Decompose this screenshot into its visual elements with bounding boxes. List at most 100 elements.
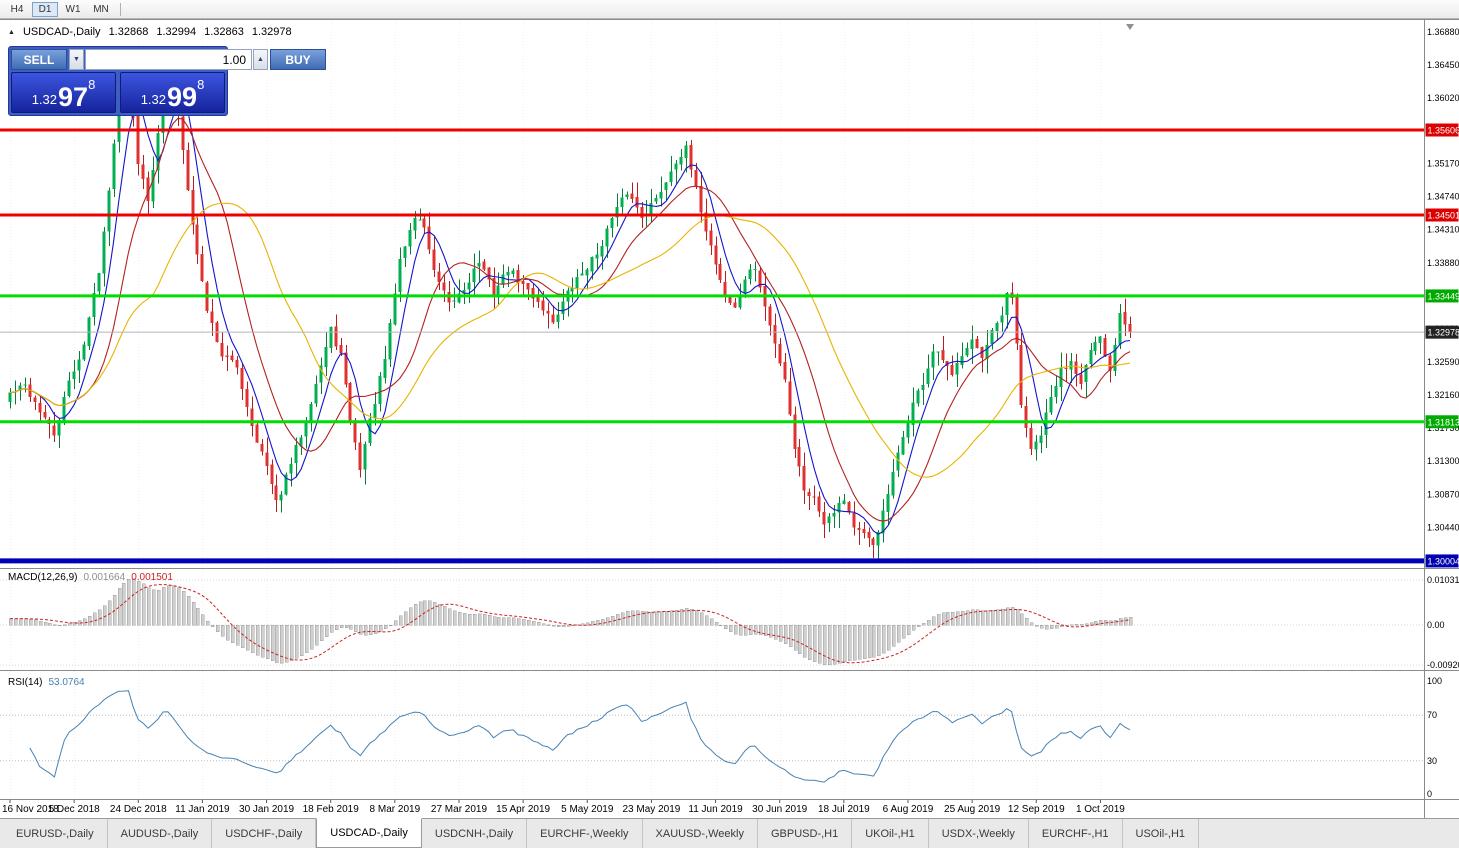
ma-line-6 [9,98,1131,535]
rsi-panel [0,690,1424,783]
svg-text:6 Aug 2019: 6 Aug 2019 [883,804,934,815]
chart-tab-ukoil-h1[interactable]: UKOil-,H1 [852,819,929,848]
rsi-name: RSI(14) [8,677,43,688]
buy-button[interactable]: BUY [270,49,326,70]
rsi-label: RSI(14) 53.0764 [8,677,85,688]
chart-tab-eurusd-daily[interactable]: EURUSD-,Daily [3,819,108,848]
chart-tab-usoil-h1[interactable]: USOil-,H1 [1123,819,1200,848]
resistance-price-badge [1425,208,1459,222]
chart-background [0,19,1459,818]
chart-tab-eurchf-h1[interactable]: EURCHF-,H1 [1029,819,1123,848]
chart-shift-marker-icon [1126,24,1135,30]
quote-high: 1.32994 [156,26,197,38]
svg-text:5 May 2019: 5 May 2019 [561,804,614,815]
volume-input[interactable] [85,49,252,70]
svg-text:18 Jul 2019: 18 Jul 2019 [818,804,870,815]
timeframe-button-d1[interactable]: D1 [32,1,58,17]
sell-button[interactable]: SELL [11,49,67,70]
ohlc-marker-icon: ▲ [8,28,15,36]
svg-text:0.01031: 0.01031 [1427,575,1459,585]
svg-text:-0.00920: -0.00920 [1427,660,1459,670]
chevron-up-icon: ▲ [257,56,264,63]
quote-low: 1.32863 [204,26,244,38]
timeframe-button-w1[interactable]: W1 [60,2,86,17]
chart-tab-group: EURUSD-,Daily AUDUSD-,Daily USDCHF-,Daily U… [3,818,1200,848]
resistance-price-badge [1425,123,1459,137]
timeframe-toolbar: H4 D1 W1 MN [0,0,1459,19]
svg-text:0: 0 [1427,789,1432,799]
quote-header: ▲ USDCAD-,Daily 1.32868 1.32994 1.32863 … [8,26,292,38]
ask-price-pips: 99 [167,82,198,113]
chart-tab-eurchf-weekly[interactable]: EURCHF-,Weekly [527,819,643,848]
ask-price-point: 8 [197,77,205,92]
quote-open: 1.32868 [108,26,149,38]
chart-tab-usdcnh-daily[interactable]: USDCNH-,Daily [422,819,528,848]
svg-text:1.34501: 1.34501 [1428,211,1459,221]
svg-text:1.35170: 1.35170 [1427,159,1459,169]
toolbar-separator [120,2,121,16]
svg-text:70: 70 [1427,710,1437,720]
svg-text:1.31300: 1.31300 [1427,456,1459,466]
macd-name: MACD(12,26,9) [8,572,78,583]
symbol-period-label: USDCAD-,Daily [22,26,101,38]
svg-text:24 Dec 2018: 24 Dec 2018 [110,804,167,815]
macd-panel [0,578,1424,666]
svg-text:1.30004: 1.30004 [1428,556,1459,566]
svg-text:12 Sep 2019: 12 Sep 2019 [1008,804,1065,815]
chart-tab-usdx-weekly[interactable]: USDX-,Weekly [929,819,1029,848]
ask-price-prefix: 1.32 [140,92,167,107]
chart-window: 1.368801.364501.360201.356001.351701.347… [0,19,1459,818]
svg-text:30 Jan 2019: 30 Jan 2019 [239,804,294,815]
chart-tab-usdchf-daily[interactable]: USDCHF-,Daily [212,819,317,848]
price-axis[interactable]: 1.368801.364501.360201.356001.351701.347… [1424,19,1459,818]
quote-close: 1.32978 [251,26,292,38]
volume-increase-button[interactable]: ▲ [253,49,268,70]
chart-tab-usdcad-daily[interactable]: USDCAD-,Daily [316,818,422,848]
svg-text:1.32978: 1.32978 [1428,328,1459,338]
svg-text:30: 30 [1427,756,1437,766]
svg-text:11 Jan 2019: 11 Jan 2019 [175,804,230,815]
svg-text:1.36020: 1.36020 [1427,93,1459,103]
svg-text:1.30440: 1.30440 [1427,522,1459,532]
macd-main-value: 0.001664 [83,572,126,583]
svg-text:100: 100 [1427,676,1442,686]
svg-text:27 Mar 2019: 27 Mar 2019 [431,804,488,815]
svg-text:1.32590: 1.32590 [1427,357,1459,367]
svg-text:15 Apr 2019: 15 Apr 2019 [496,804,550,815]
svg-text:16 Nov 2018: 16 Nov 2018 [2,804,59,815]
chart-tab-gbpusd-h1[interactable]: GBPUSD-,H1 [758,819,853,848]
chart-canvas[interactable]: 1.368801.364501.360201.356001.351701.347… [0,19,1459,818]
svg-text:1.36880: 1.36880 [1427,27,1459,37]
sell-price-button[interactable]: 1.32 97 8 [11,72,116,113]
buy-price-button[interactable]: 1.32 99 8 [120,72,225,113]
svg-text:30 Jun 2019: 30 Jun 2019 [752,804,807,815]
svg-text:1.30870: 1.30870 [1427,489,1459,499]
chevron-down-icon: ▼ [73,56,80,63]
chart-tab-xauusd-weekly[interactable]: XAUUSD-,Weekly [643,819,758,848]
volume-spinner: ▼ ▲ [69,49,268,70]
support-price-badge [1425,415,1459,429]
svg-text:11 Jun 2019: 11 Jun 2019 [688,804,743,815]
svg-text:1.33880: 1.33880 [1427,258,1459,268]
svg-text:1.34310: 1.34310 [1427,225,1459,235]
svg-text:5 Dec 2018: 5 Dec 2018 [49,804,101,815]
rsi-value: 53.0764 [48,677,85,688]
support-price-badge [1425,289,1459,303]
bid-price-point: 8 [88,77,96,92]
volume-decrease-button[interactable]: ▼ [69,49,84,70]
current-price-badge [1425,325,1459,339]
timeframe-button-mn[interactable]: MN [88,2,114,17]
timeframe-button-h4[interactable]: H4 [4,2,30,17]
bid-price-pips: 97 [58,82,89,113]
timeframe-button-group: H4 D1 W1 MN [3,1,115,17]
one-click-trading-panel: SELL ▼ ▲ BUY 1.32 97 8 1.32 99 8 [8,46,326,116]
svg-text:1.34740: 1.34740 [1427,192,1459,202]
svg-text:23 May 2019: 23 May 2019 [623,804,681,815]
chart-tab-audusd-daily[interactable]: AUDUSD-,Daily [108,819,213,848]
svg-text:1.35606: 1.35606 [1428,126,1459,136]
svg-text:0.00: 0.00 [1427,620,1445,630]
chart-tabbar: EURUSD-,Daily AUDUSD-,Daily USDCHF-,Daily U… [0,818,1459,848]
svg-text:1.31813: 1.31813 [1428,417,1459,427]
svg-text:1 Oct 2019: 1 Oct 2019 [1076,804,1125,815]
